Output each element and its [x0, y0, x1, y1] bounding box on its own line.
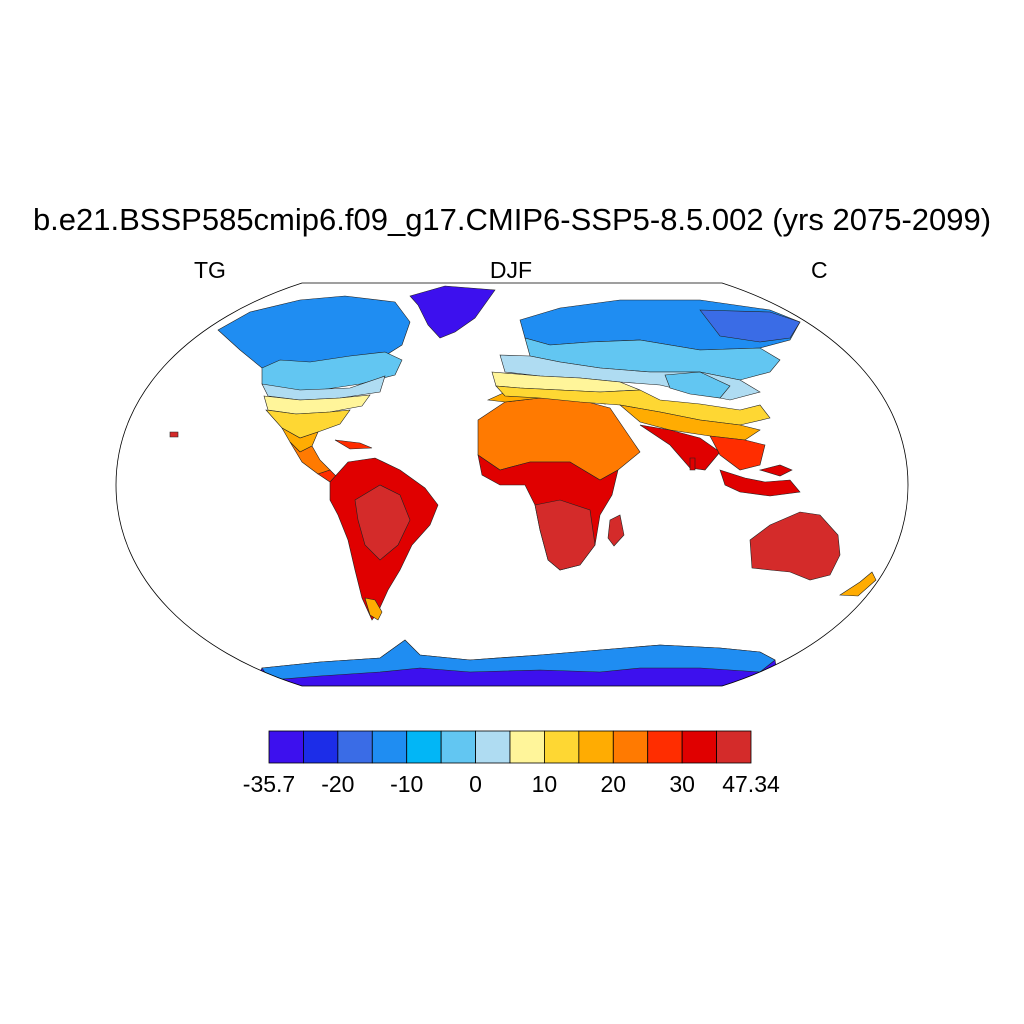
- season-label: DJF: [489, 257, 533, 283]
- greenland: [409, 285, 496, 339]
- colorbar-swatch: [268, 730, 304, 764]
- colorbar-swatch: [716, 730, 752, 764]
- colorbar-swatch: [303, 730, 339, 764]
- colorbar-tick-label: -20: [321, 771, 354, 797]
- colorbar-swatch: [475, 730, 511, 764]
- colorbar-tick-label: -10: [390, 771, 423, 797]
- colorbar-swatch: [337, 730, 373, 764]
- colorbar-swatch: [406, 730, 442, 764]
- colorbar-swatch: [371, 730, 408, 764]
- colorbar-tick-label: 0: [469, 771, 482, 797]
- colorbar-swatch: [681, 730, 717, 764]
- australia: [749, 511, 841, 581]
- colorbar-swatch: [612, 730, 649, 764]
- colorbar-swatch: [647, 730, 683, 764]
- left-label: TG: [194, 257, 226, 283]
- colorbar-tick-label: 20: [600, 771, 626, 797]
- center-label: DJF: [0, 256, 1024, 284]
- colorbar-swatch: [578, 730, 614, 764]
- globe-outline: [115, 282, 909, 687]
- colorbar-tick-label: 30: [669, 771, 695, 797]
- colorbar-swatch: [544, 730, 580, 764]
- colorbar-tick-label: -35.7: [243, 771, 295, 797]
- colorbar-swatch: [509, 730, 545, 764]
- plot-title: b.e21.BSSP585cmip6.f09_g17.CMIP6-SSP5-8.…: [32, 202, 992, 237]
- antarctica-coast: [261, 639, 776, 681]
- colorbar-tick-label: 47.34: [722, 771, 780, 797]
- colorbar-swatch: [440, 730, 476, 764]
- right-label: C: [811, 257, 828, 283]
- colorbar-tick-label: 10: [532, 771, 558, 797]
